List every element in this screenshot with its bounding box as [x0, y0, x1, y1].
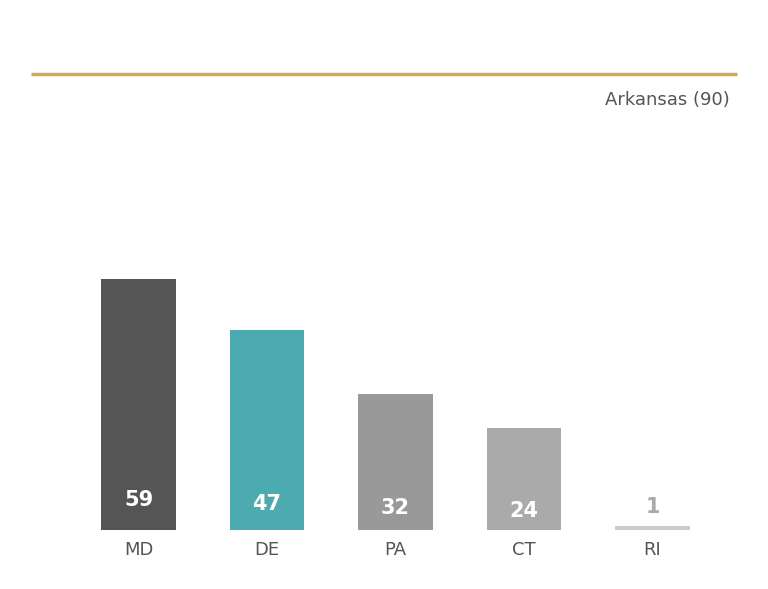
Text: 47: 47 [253, 494, 282, 514]
Text: 24: 24 [509, 501, 538, 521]
Bar [101, 279, 176, 530]
Bar [487, 428, 561, 530]
Bar [615, 526, 690, 530]
Text: 32: 32 [381, 498, 410, 518]
Text: 59: 59 [124, 491, 153, 511]
Bar [230, 330, 304, 530]
Text: 1: 1 [645, 497, 660, 517]
Text: Arkansas (90): Arkansas (90) [605, 91, 730, 110]
Bar [358, 394, 433, 530]
